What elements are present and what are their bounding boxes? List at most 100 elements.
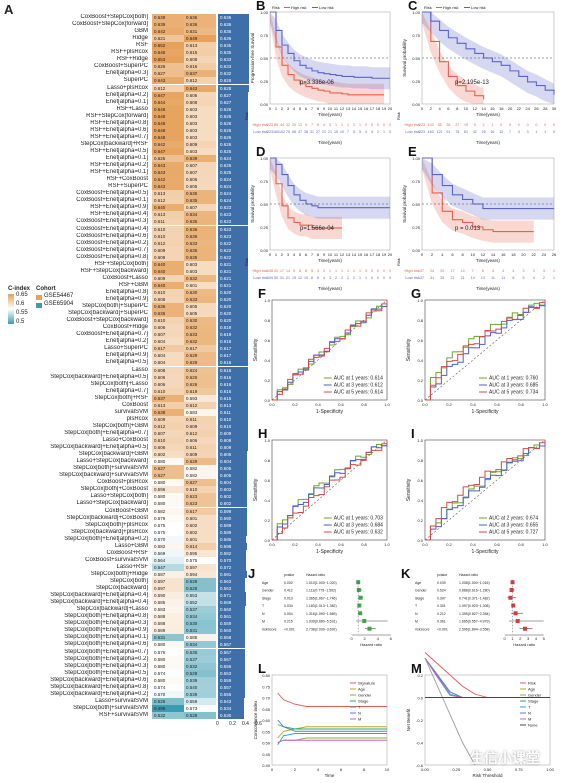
heatmap-cell: 0.610 <box>152 232 184 240</box>
heatmap-cell: 0.559 <box>184 697 216 705</box>
heatmap-cell: 0.643 <box>152 169 184 177</box>
model-name: RSF+StepCox[forward] <box>86 112 148 119</box>
heatmap-row: RSF+Enet[alpha=0.8] 0.648 0.603 0.626 <box>0 119 250 127</box>
y-tick-label: 0.50 <box>262 741 271 746</box>
x-tick-label: 3 <box>527 636 530 641</box>
model-name: StepCox[backward]+SuperPC <box>68 310 148 317</box>
forest-hr-text: 1.183(1.013~1.382) <box>306 604 337 608</box>
heatmap-row: CoxBoost+plsRcox 0.580 0.627 0.604 <box>0 479 250 487</box>
model-name: CoxBoost+Enet[alpha=0.1] <box>76 197 148 204</box>
mean-cindex-bar: 0.626 <box>218 140 249 148</box>
mean-cindex-bar: 0.633 <box>218 63 249 71</box>
heatmap-cell: 0.601 <box>184 281 216 289</box>
model-name: StepCox[both]+Ridge <box>90 570 148 577</box>
heatmap-row: Lasso+SuperPC 0.617 0.617 0.617 <box>0 345 250 353</box>
forest-header: Hazard ratio <box>306 573 325 577</box>
model-name: StepCox[backward]+CoxBoost <box>66 514 148 521</box>
roc-plot-area <box>424 439 546 541</box>
risk-table-count: 0 <box>509 123 511 127</box>
heatmap-cell: 0.583 <box>152 606 184 614</box>
mean-cindex-bar: 0.621 <box>218 267 249 275</box>
model-name: RSF+Enet[alpha=0.5] <box>90 147 148 154</box>
risk-table-count: 223 <box>267 130 273 134</box>
model-name: RSF+Ridge <box>116 56 148 63</box>
heatmap-row: StepCox[backward]+Enet[alpha=0.8] 0.574 0.… <box>0 683 250 691</box>
y-tick-label: 0.25 <box>412 225 421 230</box>
heatmap-cell: 0.582 <box>184 465 216 473</box>
mean-cindex-bar: 0.563 <box>218 585 246 593</box>
legend-cindex-title: C-index <box>8 286 31 292</box>
heatmap-cell: 0.575 <box>152 528 184 536</box>
heatmap-cell: 0.609 <box>184 140 216 148</box>
heatmap-cell: 0.608 <box>184 56 216 64</box>
x-tick-label: 4 <box>441 252 444 257</box>
forest-pvalue: 0.004 <box>284 612 293 616</box>
x-tick-label: 0.2 <box>446 402 452 407</box>
y-tick-label: 0.2 <box>264 378 270 383</box>
mean-cindex-bar: 0.611 <box>218 408 248 416</box>
heatmap-cell: 0.633 <box>184 239 216 247</box>
roc-legend-label: AUC at 3 years: 0.612 <box>334 383 383 389</box>
x-tick-label: 0.6 <box>494 402 500 407</box>
model-name: Lasso+plsRcox <box>107 84 148 91</box>
risk-table-count: 8 <box>512 276 514 280</box>
legend-tick: 0.65 <box>16 292 28 298</box>
heatmap-row: RSF+Enet[alpha=0.9] 0.640 0.607 0.623 <box>0 204 250 212</box>
x-tick-label: 1.0 <box>542 402 548 407</box>
model-name: CoxBoost+RSF <box>106 549 148 556</box>
forest-pvalue: 0.034 <box>284 604 293 608</box>
risk-table-count: 163 <box>428 130 434 134</box>
y-tick-label: 0.55 <box>262 729 271 734</box>
heatmap-row: plsRcox 0.609 0.611 0.610 <box>0 415 250 423</box>
mean-cindex-bar: 0.615 <box>218 387 248 395</box>
heatmap-cell: 0.531 <box>152 634 184 642</box>
risk-table-count: 1 <box>359 269 361 273</box>
heatmap-row: StepCox[both]+Enet[alpha=0.9] 0.589 0.531 0… <box>0 627 250 635</box>
risk-table-count: 6 <box>317 123 319 127</box>
model-name: Lasso+StepCox[both] <box>90 493 148 500</box>
x-axis-label: 1-Specificity <box>472 409 499 415</box>
panel-label: I <box>411 426 415 441</box>
forest-point <box>510 580 515 585</box>
x-tick-label: 8 <box>363 767 366 772</box>
model-name: RSF+Enet[alpha=0.4] <box>90 211 148 218</box>
heatmap-cell: 0.608 <box>184 98 216 106</box>
mean-cindex-bar: 0.628 <box>218 77 249 85</box>
risk-table-count: 21 <box>322 130 326 134</box>
heatmap-x-tick: 0.6 <box>255 721 262 727</box>
heatmap-row: StepCox[backward]+RSF 0.642 0.609 0.626 <box>0 140 250 148</box>
risk-table-count: 89 <box>274 123 278 127</box>
heatmap-row: StepCox[both]+plsRcox 0.575 0.602 0.589 <box>0 521 250 529</box>
mean-cindex-bar: 0.626 <box>218 119 249 127</box>
heatmap-cell: 0.648 <box>152 126 184 134</box>
y-tick-label: 0.75 <box>412 33 421 38</box>
legend-label: None <box>528 723 538 728</box>
watermark-text: 生信小课堂 <box>470 750 540 766</box>
x-tick-label: 14 <box>481 106 486 111</box>
x-tick-label: 16 <box>364 252 369 257</box>
risk-table-count: 15 <box>334 130 338 134</box>
heatmap-cell: 0.585 <box>152 599 184 607</box>
y-tick-label: -0.4 <box>416 741 424 746</box>
heatmap-cell: 0.606 <box>184 91 216 99</box>
heatmap-row: StepCox[both]+Enet[alpha=0.2] 0.570 0.601 0… <box>0 535 250 543</box>
y-tick-label: 0.2 <box>264 518 270 523</box>
p-value: p=3.336e-06 <box>300 80 335 86</box>
heatmap-cell: 0.606 <box>152 444 184 452</box>
risk-table-count: 38 <box>304 130 308 134</box>
x-tick-label: 12 <box>481 252 486 257</box>
mean-cindex-bar: 0.633 <box>218 56 249 64</box>
y-tick-label: 0.50 <box>412 56 421 61</box>
risk-table-count: 31 <box>310 130 314 134</box>
y-tick-label: 0.50 <box>260 56 269 61</box>
legend-label: Age <box>358 687 366 692</box>
model-name: CoxBoost+SuperPC <box>94 63 148 70</box>
legend-label: M <box>358 717 361 722</box>
heatmap-row: StepCox[backward]+Enet[alpha=0.6] 0.580 0.… <box>0 676 250 684</box>
legend-label: Gender <box>528 693 542 698</box>
y-tick-label: 0.65 <box>262 707 271 712</box>
mean-cindex-bar: 0.616 <box>218 373 248 381</box>
risk-table-count: 4 <box>518 130 520 134</box>
x-tick-label: 10 <box>328 106 333 111</box>
heatmap-row: StepCox[backward]+plsRcox 0.575 0.602 0.589 <box>0 528 250 536</box>
